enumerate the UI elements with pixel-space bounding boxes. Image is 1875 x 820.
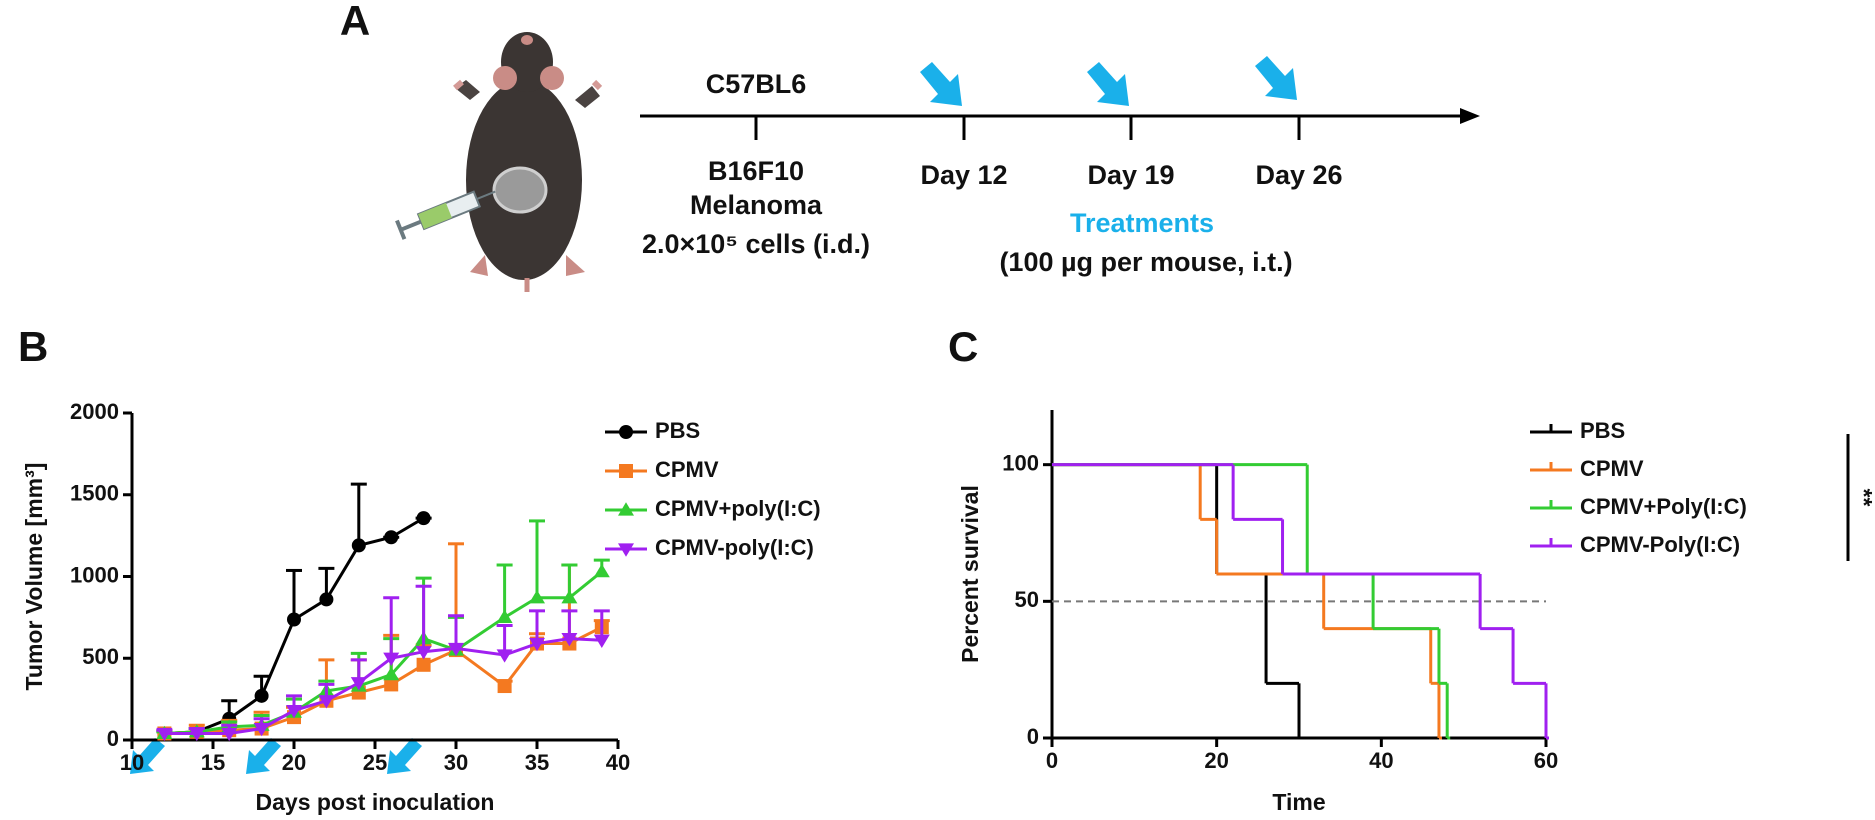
x-tick-label: 35: [525, 750, 549, 775]
legend-label: PBS: [655, 418, 700, 443]
treatment-arrows: [130, 738, 422, 774]
y-axis-label: Tumor Volume [mm³]: [21, 463, 47, 691]
x-tick-label: 40: [1369, 748, 1393, 773]
marker: [416, 511, 431, 526]
legend-label: CPMV+poly(I:C): [655, 496, 821, 521]
x-tick-label: 60: [1534, 748, 1558, 773]
y-axis-label: Percent survival: [957, 485, 983, 663]
x-tick-label: 40: [606, 750, 630, 775]
mouse-illustration: [395, 32, 603, 292]
marker: [618, 502, 634, 516]
inoculation-text: B16F10: [708, 156, 804, 186]
x-tick-label: 10: [120, 750, 144, 775]
marker: [383, 652, 400, 666]
marker: [618, 543, 634, 557]
timeline: [640, 56, 1480, 140]
x-tick-label: 0: [1046, 748, 1058, 773]
marker: [593, 563, 610, 578]
day-label: Day 26: [1255, 160, 1342, 190]
marker: [188, 727, 205, 742]
treatments-label: Treatments: [1070, 208, 1214, 238]
legend-label: PBS: [1580, 418, 1625, 443]
marker: [384, 530, 399, 545]
marker: [319, 592, 334, 607]
marker: [286, 704, 302, 719]
marker: [383, 666, 400, 681]
x-tick-label: 30: [444, 750, 468, 775]
x-axis-label: Time: [1272, 789, 1325, 815]
y-tick-label: 1500: [70, 481, 119, 506]
marker: [287, 612, 301, 627]
inoculation-text: 2.0×10⁵ cells (i.d.): [642, 229, 870, 259]
marker: [254, 688, 269, 703]
legend-label: CPMV: [655, 457, 719, 482]
series-line: [164, 637, 602, 735]
legend-label: CPMV: [1580, 456, 1644, 481]
marker: [253, 722, 270, 737]
marker: [619, 464, 633, 478]
marker: [561, 633, 578, 647]
x-axis-label: Days post inoculation: [256, 789, 495, 815]
marker: [156, 727, 173, 742]
x-tick-label: 15: [201, 750, 225, 775]
marker: [416, 657, 431, 672]
marker: [496, 609, 513, 623]
y-tick-label: 2000: [70, 399, 119, 424]
strain-label: C57BL6: [706, 69, 807, 99]
marker: [318, 695, 335, 709]
inoculation-text: Melanoma: [690, 190, 823, 220]
legend-label: CPMV-poly(I:C): [655, 535, 814, 560]
legend-label: CPMV-Poly(I:C): [1580, 532, 1740, 557]
day-label: Day 12: [920, 160, 1007, 190]
day-label: Day 19: [1087, 160, 1174, 190]
marker: [496, 649, 513, 663]
x-tick-label: 20: [282, 750, 306, 775]
x-tick-label: 20: [1204, 748, 1228, 773]
marker: [350, 677, 367, 691]
panel-label: A: [340, 0, 370, 44]
x-tick-label: 25: [363, 750, 387, 775]
marker: [497, 679, 512, 694]
y-tick-label: 1000: [70, 562, 119, 587]
marker: [448, 642, 464, 657]
y-tick-label: 500: [82, 644, 119, 669]
dose-label: (100 µg per mouse, i.t.): [999, 247, 1292, 277]
marker: [415, 646, 432, 660]
y-tick-label: 100: [1002, 450, 1039, 475]
y-tick-label: 0: [107, 726, 119, 751]
marker: [529, 590, 545, 604]
marker: [593, 634, 610, 648]
marker: [529, 637, 545, 652]
marker: [221, 727, 238, 742]
significance-label: **: [1851, 489, 1875, 507]
y-tick-label: 50: [1015, 587, 1039, 612]
marker: [561, 590, 578, 604]
panel-label: C: [948, 323, 978, 370]
marker: [619, 425, 633, 439]
marker: [351, 538, 366, 553]
y-tick-label: 0: [1027, 724, 1039, 749]
legend-label: CPMV+Poly(I:C): [1580, 494, 1747, 519]
marker: [384, 677, 399, 692]
panel-label: B: [18, 323, 48, 370]
